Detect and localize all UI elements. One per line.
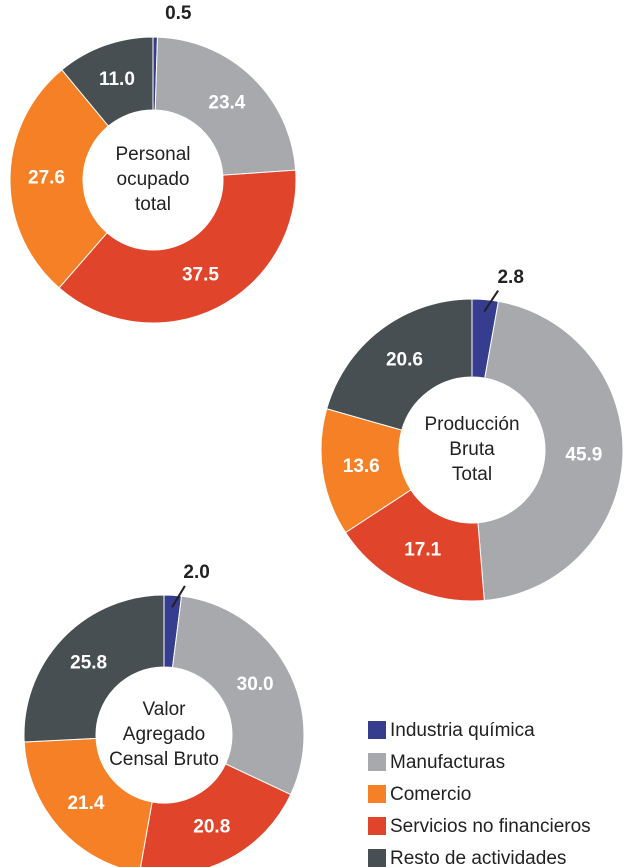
legend-label: Manufacturas <box>390 752 505 773</box>
center-label: ocupado <box>117 169 190 190</box>
center-label: total <box>135 194 171 215</box>
donut-slice <box>154 36 297 176</box>
center-label: Valor <box>143 699 187 720</box>
donut-slice <box>326 298 473 431</box>
legend-swatch <box>368 721 386 739</box>
donut-slice <box>58 169 297 324</box>
center-label: Censal Bruto <box>109 749 219 770</box>
legend-label: Industria química <box>390 720 535 741</box>
data-label: 21.4 <box>67 793 104 814</box>
data-label: 2.8 <box>497 267 523 288</box>
legend-swatch <box>368 817 386 835</box>
donut-slice <box>9 69 110 289</box>
center-label: Producción <box>424 414 519 435</box>
donut-slice <box>61 36 154 127</box>
donut-slice <box>171 595 305 796</box>
center-label: Total <box>452 464 492 485</box>
leader-line <box>171 585 186 608</box>
legend-swatch <box>368 785 386 803</box>
center-label: Personal <box>116 144 191 165</box>
legend-label: Comercio <box>390 784 471 805</box>
data-label: 25.8 <box>70 652 107 673</box>
data-label: 13.6 <box>343 456 380 477</box>
donut-slice <box>23 594 165 743</box>
leader-line <box>483 289 499 313</box>
donut-slice <box>140 763 292 867</box>
data-label: 0.5 <box>165 3 192 24</box>
data-label: 27.6 <box>28 168 65 189</box>
data-label: 2.0 <box>183 562 209 583</box>
data-label: 20.8 <box>193 816 230 837</box>
legend-label: Resto de actividades <box>390 848 566 867</box>
legend-swatch <box>368 753 386 771</box>
donut-slice <box>477 300 624 602</box>
center-label: Agregado <box>123 724 205 745</box>
data-label: 45.9 <box>565 444 602 465</box>
donut-slice <box>23 737 153 867</box>
data-label: 37.5 <box>182 264 219 285</box>
data-label: 23.4 <box>208 92 245 113</box>
legend-label: Servicios no financieros <box>390 816 591 837</box>
data-label: 30.0 <box>237 674 274 695</box>
center-label: Bruta <box>449 439 495 460</box>
data-label: 20.6 <box>386 350 423 371</box>
legend-swatch <box>368 849 386 867</box>
data-label: 17.1 <box>404 540 441 561</box>
data-label: 11.0 <box>99 69 135 90</box>
